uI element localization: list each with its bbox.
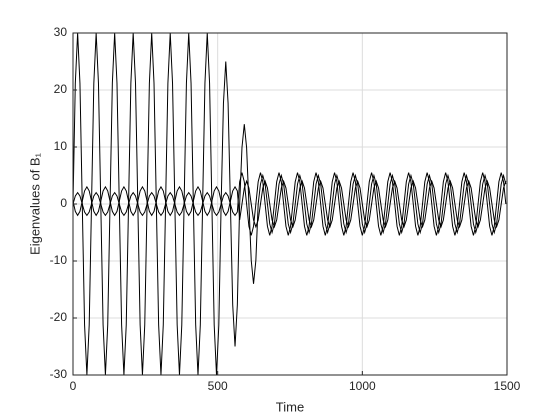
x-tick-label: 500 bbox=[208, 379, 228, 393]
x-tick-label: 0 bbox=[70, 379, 77, 393]
y-tick-label: 0 bbox=[60, 196, 67, 210]
y-tick-label: 30 bbox=[54, 25, 68, 39]
y-tick-label: 10 bbox=[54, 139, 68, 153]
series-line bbox=[73, 179, 507, 229]
y-tick-label: 20 bbox=[54, 82, 68, 96]
y-axis-label: Eigenvalues of B₁ bbox=[27, 152, 42, 255]
x-tick-label: 1500 bbox=[494, 379, 521, 393]
x-axis-label: Time bbox=[276, 399, 304, 414]
series-line bbox=[73, 33, 507, 375]
lines bbox=[73, 33, 507, 375]
y-tick-label: -20 bbox=[50, 310, 68, 324]
y-tick-label: -30 bbox=[50, 367, 68, 381]
y-tick-label: -10 bbox=[50, 253, 68, 267]
series-line bbox=[73, 172, 507, 236]
ticks: -30 -20 -10 0 10 20 30 0 500 1000 1500 bbox=[50, 25, 521, 393]
x-tick-label: 1000 bbox=[349, 379, 376, 393]
